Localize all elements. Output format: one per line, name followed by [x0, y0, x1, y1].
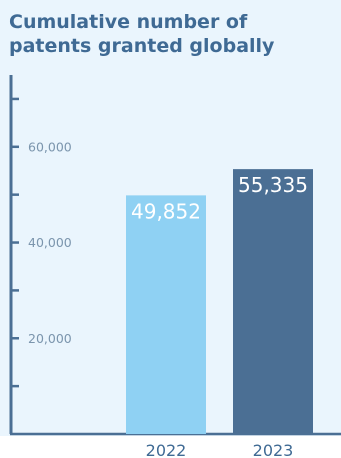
- chart-title-line-1: Cumulative number of: [9, 11, 248, 33]
- x-tick-label: 2022: [146, 441, 187, 458]
- bar-value-label: 55,335: [238, 173, 308, 197]
- bar-value-label: 49,852: [131, 199, 201, 223]
- bars: 49,852 55,335: [126, 169, 313, 434]
- y-tick-label: 40,000: [28, 235, 72, 250]
- bar-2023: [233, 169, 313, 434]
- y-axis: 20,000 40,000 60,000: [9, 75, 72, 434]
- x-tick-label: 2023: [253, 441, 294, 458]
- x-tick-labels: 2022 2023: [146, 441, 294, 458]
- y-tick-label: 20,000: [28, 331, 72, 346]
- chart-title: Cumulative number of patents granted glo…: [9, 10, 274, 58]
- bar-2022: [126, 195, 206, 434]
- y-tick-label: 60,000: [28, 139, 72, 154]
- chart-title-line-2: patents granted globally: [9, 35, 275, 57]
